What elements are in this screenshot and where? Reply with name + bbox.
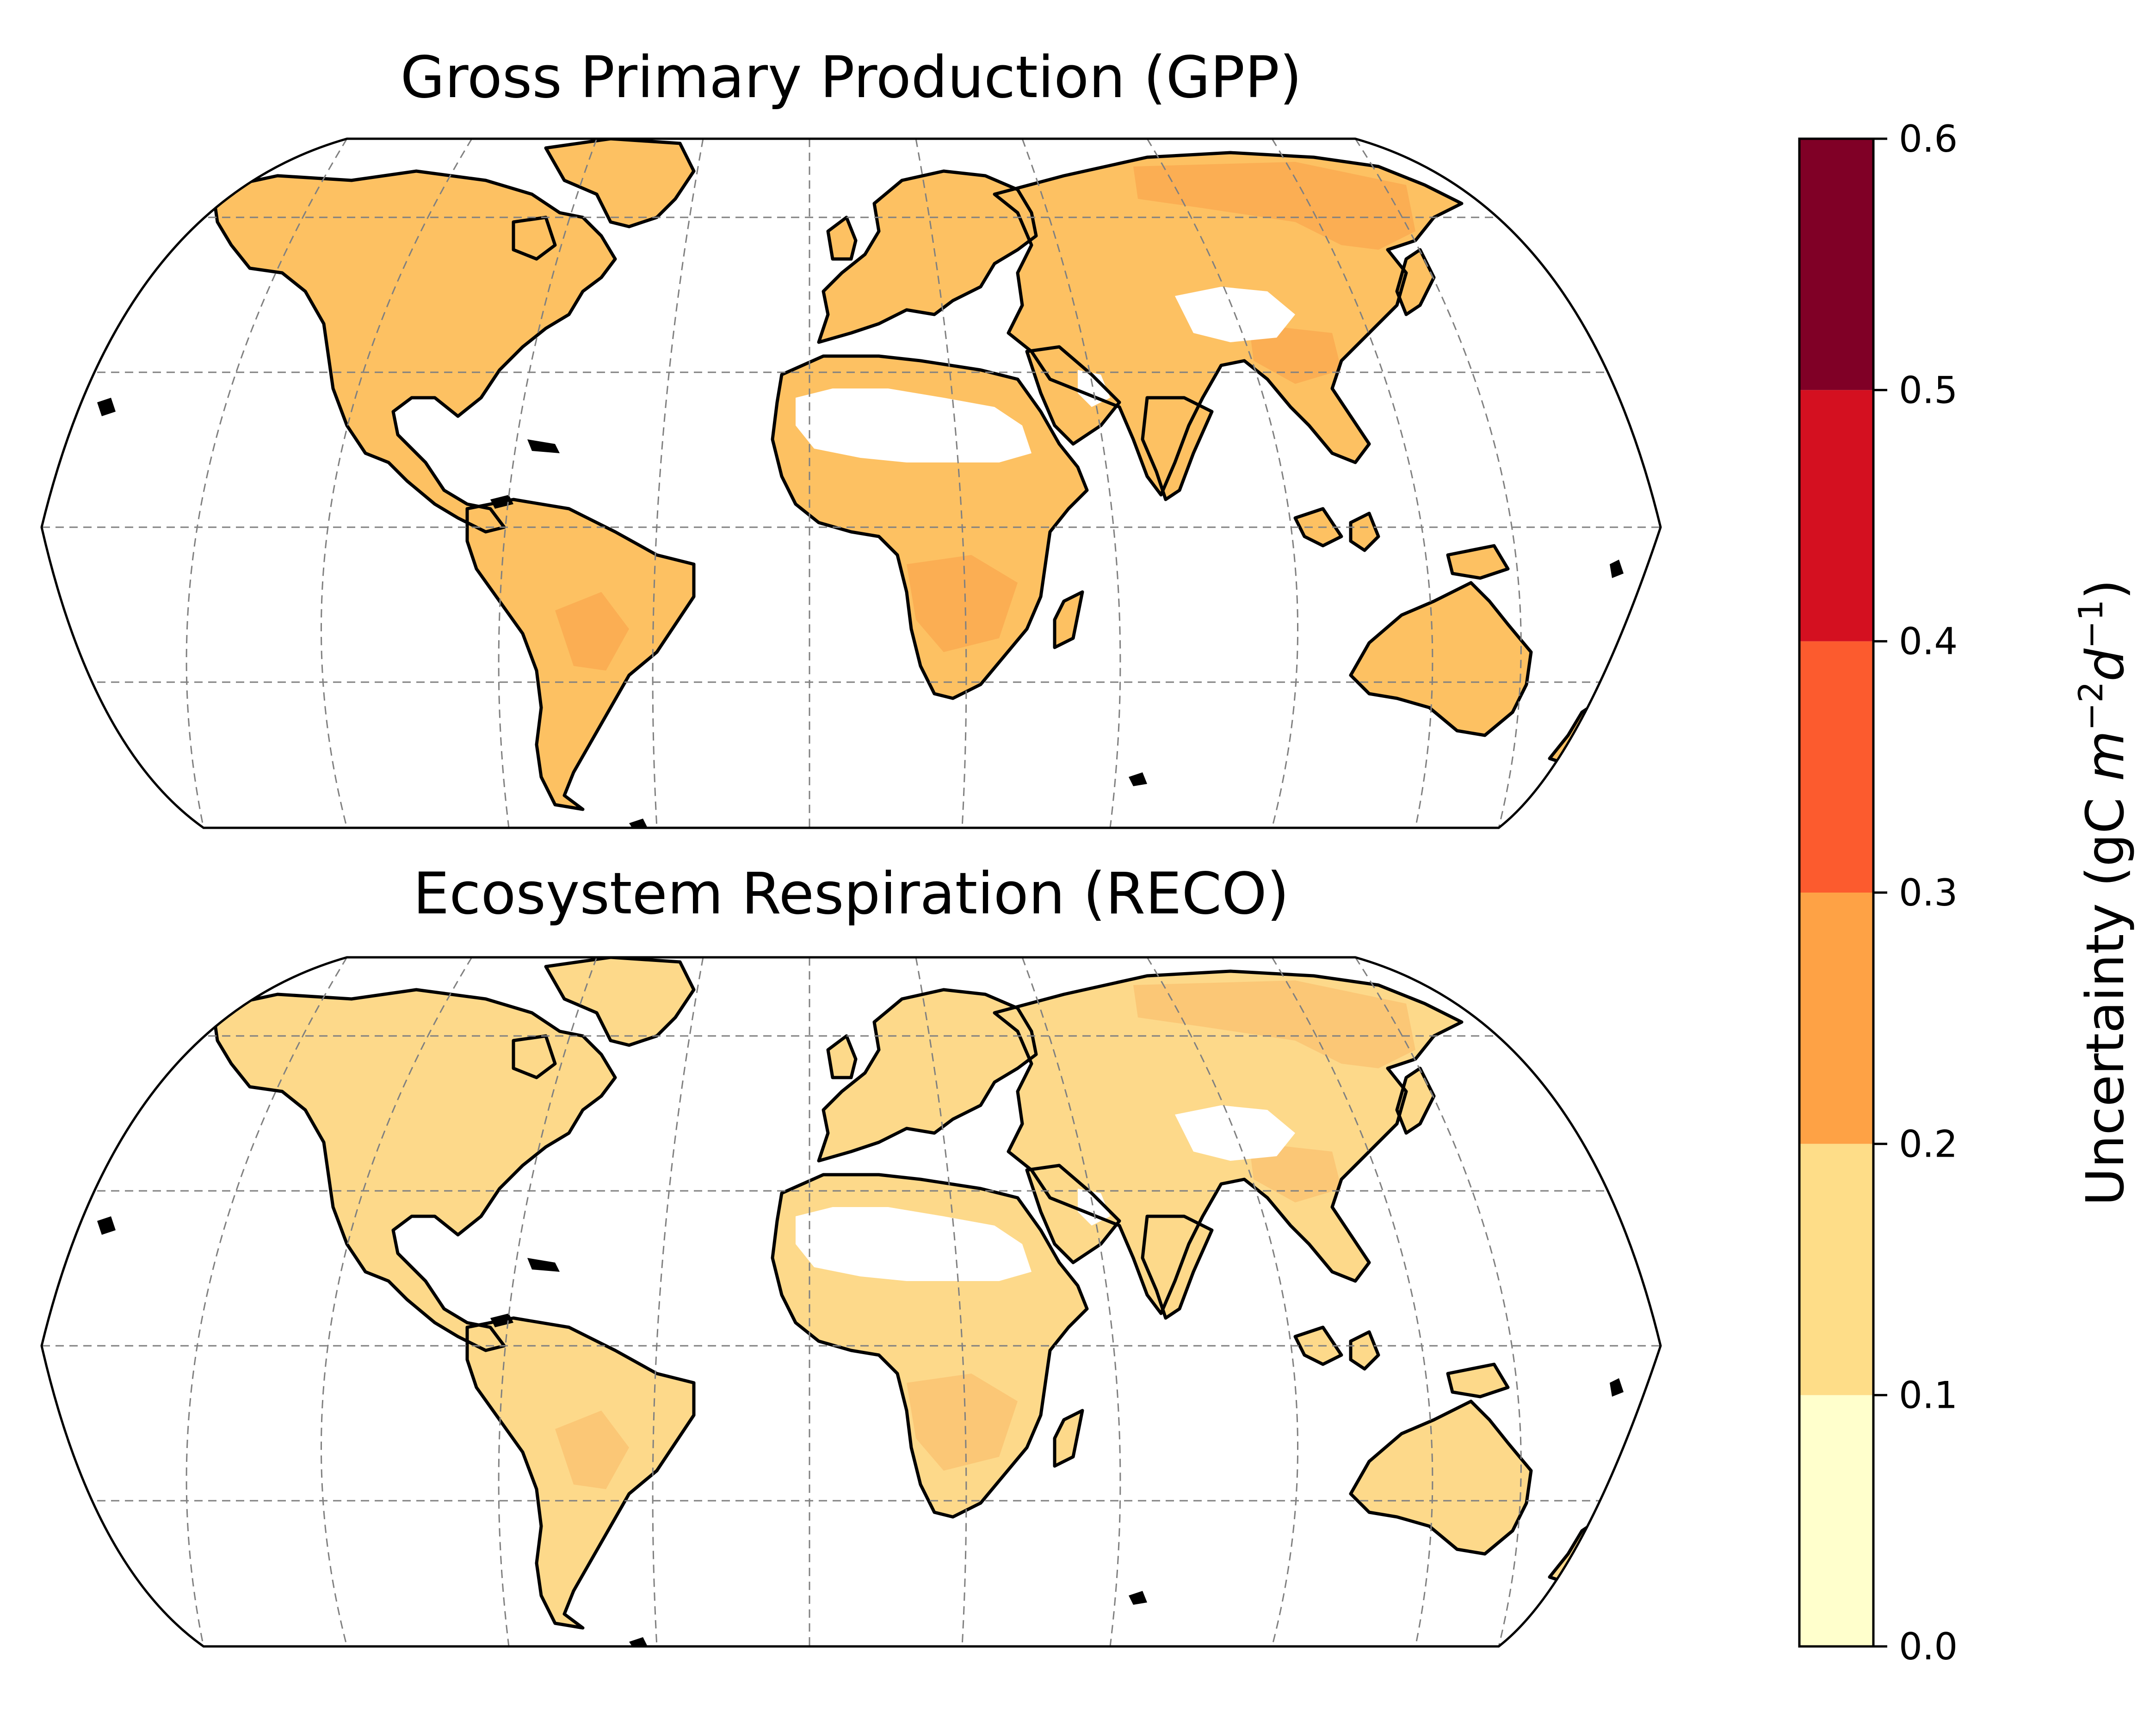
colorbar-tick-label: 0.1 (1899, 1374, 1958, 1417)
map-reco (0, 957, 1684, 1651)
colorbar-tick-label: 0.3 (1899, 871, 1958, 914)
colorbar-tick-label: 0.2 (1899, 1122, 1958, 1165)
colorbar-ticks: 0.0 0.1 0.2 0.3 0.4 0.5 0.6 (1873, 117, 1958, 1668)
colorbar: 0.0 0.1 0.2 0.3 0.4 0.5 0.6 Uncertainty (gC m−… (1798, 117, 2136, 1668)
colorbar-tick-label: 0.6 (1899, 117, 1958, 160)
colorbar-label: Uncertainty (gC m−2d−1) (2071, 579, 2136, 1206)
colorbar-bin-4 (1799, 390, 1873, 641)
panel-title-gpp: Gross Primary Production (GPP) (401, 44, 1302, 111)
colorbar-bin-0 (1799, 1395, 1873, 1646)
colorbar-tick-label: 0.5 (1899, 369, 1958, 412)
colorbar-tick-label: 0.4 (1899, 620, 1958, 663)
colorbar-tick-label: 0.0 (1899, 1625, 1958, 1668)
colorbar-bin-5 (1799, 139, 1873, 390)
colorbar-bin-3 (1799, 641, 1873, 893)
colorbar-bin-1 (1799, 1144, 1873, 1395)
colorbar-bins (1799, 139, 1873, 1646)
map-gpp (0, 139, 1684, 832)
map-panel-gpp: Gross Primary Production (GPP) (0, 44, 1684, 832)
map-panel-reco: Ecosystem Respiration (RECO) (0, 861, 1684, 1651)
colorbar-bin-2 (1799, 893, 1873, 1144)
panel-title-reco: Ecosystem Respiration (RECO) (413, 861, 1289, 927)
